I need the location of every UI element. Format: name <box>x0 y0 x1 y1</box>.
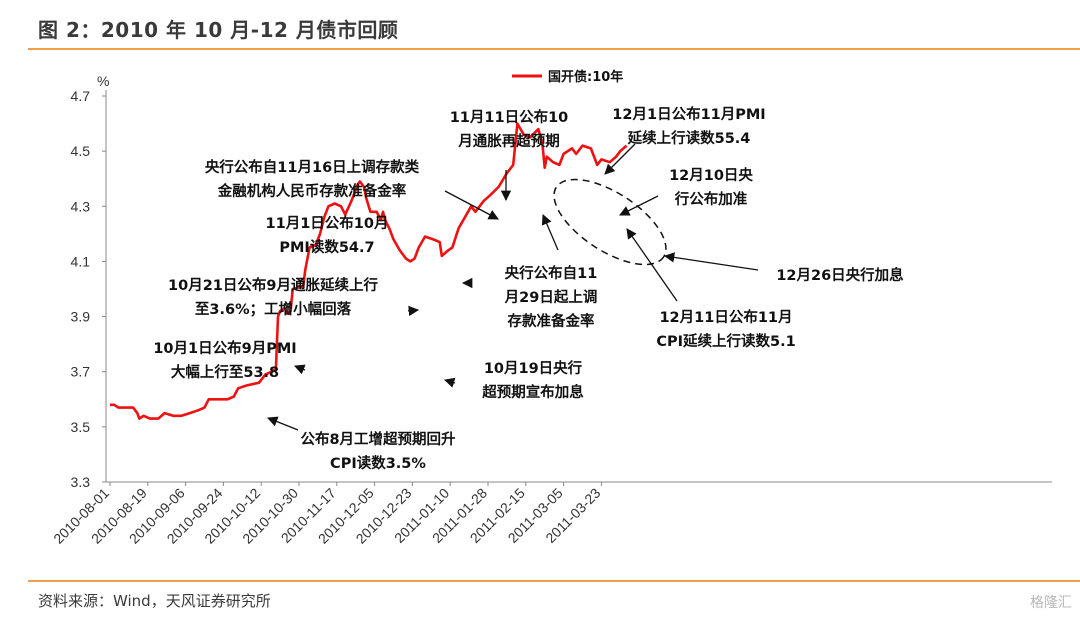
annotation-arrow <box>444 190 499 220</box>
annotation-text: 行公布加准 <box>674 190 748 208</box>
highlight-ellipse <box>553 178 667 266</box>
annotation-text: 10月19日央行 <box>484 359 583 377</box>
annotation-text: 10月1日公布9月PMI <box>153 339 296 357</box>
annotation-text: 金融机构人民币存款准备金率 <box>217 182 407 200</box>
y-tick-label: 4.1 <box>71 253 91 269</box>
annotation-text: 11月11日公布10 <box>450 108 569 126</box>
y-tick-label: 3.3 <box>71 474 91 490</box>
annotation-text: 10月21日公布9月通胀延续上行 <box>168 276 378 294</box>
source-note: 资料来源：Wind，天风证券研究所 <box>38 592 271 610</box>
annotation-text: 11月1日公布10月 <box>266 214 389 232</box>
annotation-text: 12月1日公布11月PMI <box>612 105 765 123</box>
annotation-arrow <box>444 377 456 388</box>
y-tick-label: 4.5 <box>71 143 91 159</box>
annotation-text: 12月10日央 <box>669 166 753 184</box>
y-unit-label: % <box>97 73 109 89</box>
annotation-text: CPI读数3.5% <box>330 454 426 472</box>
annotation-arrow <box>294 364 306 375</box>
annotation-arrow <box>407 305 420 317</box>
series-line <box>110 122 628 420</box>
annotation-text: 超预期宣布加息 <box>481 383 584 401</box>
annotation-arrow <box>626 228 678 302</box>
annotation-text: 至3.6%；工增小幅回落 <box>195 300 352 318</box>
annotation-text: 大幅上行至53.8 <box>171 363 279 381</box>
y-tick-label: 4.7 <box>71 88 91 104</box>
y-tick-label: 3.7 <box>71 364 91 380</box>
annotation-text: 央行公布自11月16日上调存款类 <box>205 158 420 176</box>
y-tick-label: 3.5 <box>71 419 91 435</box>
y-tick-label: 4.3 <box>71 198 91 214</box>
annotation-text: 12月26日央行加息 <box>776 266 904 284</box>
legend-label: 国开债:10年 <box>548 69 623 85</box>
annotation-text: 月通胀再超预期 <box>457 132 560 150</box>
annotation-text: 公布8月工增超预期回升 <box>300 430 456 448</box>
figure-title: 图 2：2010 年 10 月-12 月债市回顾 <box>38 18 399 42</box>
annotation-text: PMI读数54.7 <box>279 238 374 256</box>
annotation-text: 延续上行读数55.4 <box>627 129 751 147</box>
annotation-text: 央行公布自11 <box>505 264 598 282</box>
annotation-arrow <box>267 416 299 431</box>
title-divider <box>28 48 1080 50</box>
annotation-arrow <box>663 252 759 271</box>
annotation-text: CPI延续上行读数5.1 <box>656 332 795 350</box>
annotation-arrow <box>619 195 659 216</box>
annotation-text: 月29日起上调 <box>504 289 598 306</box>
y-tick-label: 3.9 <box>71 309 91 325</box>
annotation-text: 12月11日公布11月 <box>659 308 792 326</box>
annotation-arrow <box>541 214 559 251</box>
watermark: 格隆汇 <box>1030 595 1072 611</box>
annotation-arrow <box>604 143 636 175</box>
annotation-text: 存款准备金率 <box>508 312 595 330</box>
source-divider <box>28 580 1080 582</box>
